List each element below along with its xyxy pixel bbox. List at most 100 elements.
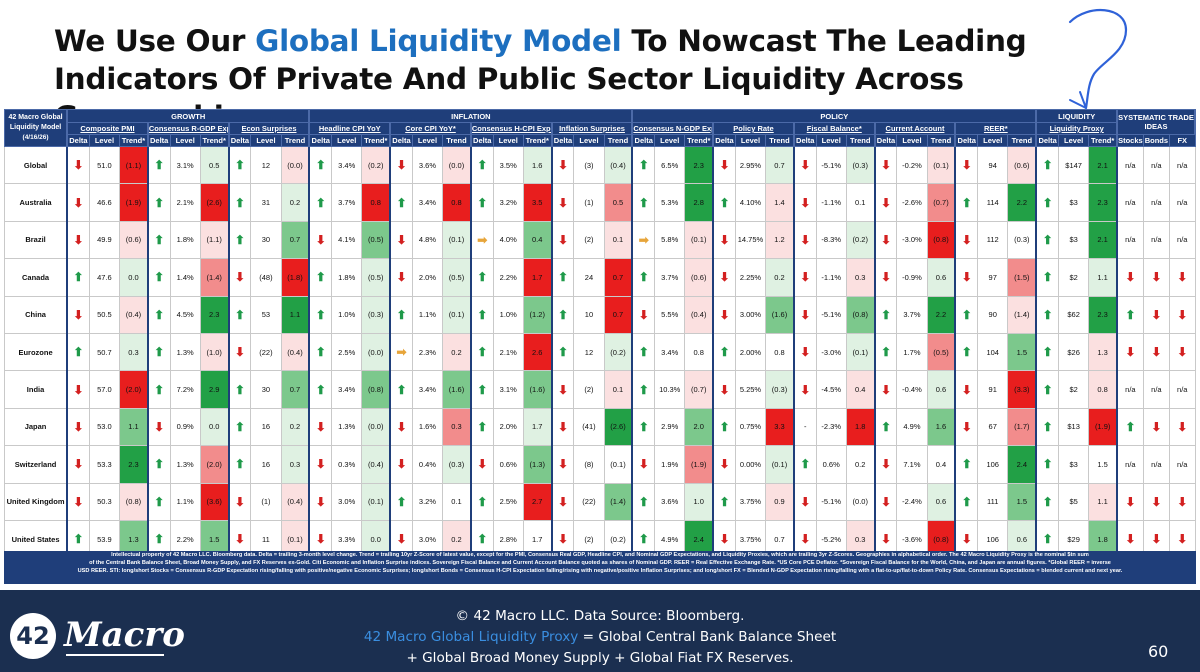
trend-cell: (0.8) bbox=[119, 482, 149, 521]
trade-idea-cell: ⬇ bbox=[1142, 332, 1171, 372]
arrow-down-icon: ⬇ bbox=[719, 532, 730, 547]
trend-cell: 0.8 bbox=[442, 183, 472, 222]
level-cell: 0.4% bbox=[411, 445, 444, 484]
delta-cell: ⬇ bbox=[874, 370, 898, 409]
arrow-down-icon: ⬇ bbox=[719, 307, 730, 322]
delta-cell: ⬇ bbox=[389, 145, 413, 185]
arrow-down-icon: ⬇ bbox=[1177, 419, 1188, 434]
delta-cell: ⬇ bbox=[389, 258, 413, 297]
footnote-line: Intellectual property of 42 Macro LLC. B… bbox=[111, 552, 1089, 558]
delta-cell: ⬆ bbox=[470, 370, 494, 409]
arrow-down-icon: ⬇ bbox=[396, 232, 407, 247]
column-header: Trend bbox=[280, 134, 311, 147]
level-cell: 2.1% bbox=[169, 183, 201, 222]
delta-cell: ⬇ bbox=[551, 145, 575, 185]
trend-cell: 1.6 bbox=[926, 407, 957, 447]
level-cell: (22) bbox=[250, 332, 282, 372]
level-cell: 3.1% bbox=[492, 370, 524, 409]
table-footnote: Intellectual property of 42 Macro LLC. B… bbox=[4, 551, 1196, 584]
trend-cell: 2.7 bbox=[522, 482, 553, 521]
arrow-up-icon: ⬆ bbox=[477, 419, 488, 434]
trend-cell: 0.3 bbox=[280, 445, 311, 484]
arrow-down-icon: ⬇ bbox=[396, 532, 407, 547]
trend-cell: (0.4) bbox=[119, 295, 149, 334]
trend-cell: 0.4 bbox=[926, 445, 957, 484]
column-header: Delta bbox=[1035, 134, 1059, 147]
delta-cell: ➡ bbox=[389, 332, 413, 372]
arrow-up-icon: ⬆ bbox=[234, 195, 245, 210]
arrow-up-icon: ⬆ bbox=[638, 532, 649, 547]
level-cell: 46.6 bbox=[88, 183, 121, 222]
delta-cell: ⬆ bbox=[66, 332, 90, 372]
level-cell: (2) bbox=[573, 220, 605, 260]
level-cell: (1) bbox=[573, 183, 605, 222]
delta-cell: ⬇ bbox=[551, 482, 575, 521]
arrow-down-icon: ⬇ bbox=[315, 532, 326, 547]
arrow-up-icon: ⬆ bbox=[73, 270, 84, 285]
level-cell: 1.8% bbox=[169, 220, 201, 260]
arrow-down-icon: ⬇ bbox=[557, 532, 568, 547]
trend-cell: 2.0 bbox=[684, 407, 715, 447]
level-cell: 3.4% bbox=[331, 370, 363, 409]
trend-cell: 0.4 bbox=[845, 370, 876, 409]
delta-cell: ⬇ bbox=[551, 407, 575, 447]
trend-cell: 2.6 bbox=[522, 332, 553, 372]
table-row: Canada ⬆ 47.6 0.0 ⬆ 1.4% (1.4) ⬇ (48) (1.8) ⬆ 1.8%(… bbox=[4, 258, 1196, 297]
trade-idea-cell: n/a bbox=[1116, 220, 1144, 260]
trend-cell: (0.5) bbox=[361, 258, 392, 297]
trend-cell: 1.7 bbox=[522, 407, 553, 447]
arrow-up-icon: ⬆ bbox=[638, 345, 649, 360]
level-cell: 2.25% bbox=[734, 258, 767, 297]
trade-idea-cell: ⬇ bbox=[1169, 407, 1196, 447]
arrow-down-icon: ⬇ bbox=[315, 419, 326, 434]
trend-cell: (1.2) bbox=[522, 295, 553, 334]
trade-idea-cell: n/a bbox=[1169, 145, 1196, 185]
indicator-header: Policy Rate bbox=[712, 122, 795, 135]
arrow-down-icon: ⬇ bbox=[396, 457, 407, 472]
delta-cell: ⬇ bbox=[712, 220, 736, 260]
arrow-down-icon: ⬇ bbox=[557, 195, 568, 210]
trend-cell: (0.0) bbox=[280, 145, 311, 185]
level-cell: 7.1% bbox=[896, 445, 928, 484]
arrow-down-icon: ⬇ bbox=[477, 457, 488, 472]
arrow-up-icon: ⬆ bbox=[1125, 419, 1136, 434]
delta-cell: ⬇ bbox=[551, 183, 575, 222]
level-cell: $62 bbox=[1057, 295, 1090, 334]
arrow-up-icon: ⬆ bbox=[234, 232, 245, 247]
arrow-up-icon: ⬆ bbox=[154, 158, 165, 173]
arrow-up-icon: ⬆ bbox=[880, 307, 891, 322]
column-header: Delta bbox=[631, 134, 656, 147]
delta-cell: ⬇ bbox=[874, 145, 898, 185]
arrow-up-icon: ⬆ bbox=[315, 195, 326, 210]
column-header: Delta bbox=[147, 134, 171, 147]
group-header-liquidity: LIQUIDITY bbox=[1035, 109, 1119, 123]
trend-cell: 3.3 bbox=[765, 407, 795, 447]
level-cell: 2.2% bbox=[492, 258, 524, 297]
trend-cell: 0.5 bbox=[603, 183, 634, 222]
trend-cell: 1.1 bbox=[1088, 482, 1119, 521]
trade-idea-cell: ⬆ bbox=[1116, 407, 1144, 447]
column-header: Level bbox=[734, 134, 767, 147]
arrow-down-icon: ⬇ bbox=[638, 307, 649, 322]
trend-cell: 0.6 bbox=[926, 482, 957, 521]
indicator-header: Consensus H-CPI Exp. bbox=[470, 122, 553, 135]
delta-cell: ⬇ bbox=[954, 145, 979, 185]
arrow-up-icon: ⬆ bbox=[638, 270, 649, 285]
arrow-up-icon: ⬆ bbox=[396, 494, 407, 509]
arrow-down-icon: ⬇ bbox=[315, 494, 326, 509]
arrow-down-icon: ⬇ bbox=[557, 382, 568, 397]
arrow-up-icon: ⬆ bbox=[315, 158, 326, 173]
column-header: Delta bbox=[66, 134, 90, 147]
arrow-down-icon: ⬇ bbox=[800, 158, 811, 173]
trend-cell: 0.3 bbox=[119, 332, 149, 372]
trend-cell: 3.5 bbox=[522, 183, 553, 222]
delta-cell: ⬆ bbox=[308, 258, 333, 297]
delta-cell: ⬆ bbox=[147, 258, 171, 297]
level-cell: 14.75% bbox=[734, 220, 767, 260]
arrow-down-icon: ⬇ bbox=[557, 457, 568, 472]
trend-cell: (2.0) bbox=[119, 370, 149, 409]
delta-cell: ⬆ bbox=[1035, 482, 1059, 521]
column-header: Trend bbox=[1007, 134, 1038, 147]
trend-cell: 0.8 bbox=[361, 183, 392, 222]
level-cell: $13 bbox=[1057, 407, 1090, 447]
